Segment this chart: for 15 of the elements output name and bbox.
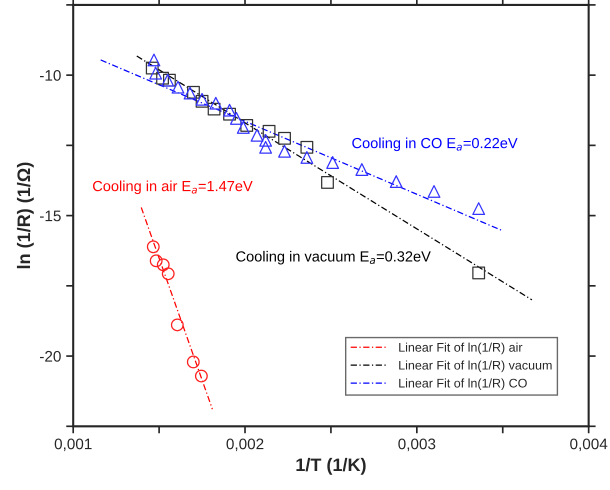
y-axis-title: ln (1/R) (1/Ω) xyxy=(16,162,34,268)
y-tick-label: -10 xyxy=(40,70,61,81)
x-axis-title: 1/T (1/K) xyxy=(296,458,366,475)
y-tick-label: -15 xyxy=(40,210,61,222)
x-tick-label: 0,003 xyxy=(398,438,436,452)
y-tick-label: -20 xyxy=(40,350,61,362)
x-tick-label: 0,004 xyxy=(570,438,608,452)
annotation: Cooling in vacuum E$_{a}$=0.32eV xyxy=(236,250,431,264)
legend-label: Linear Fit of ln(1/R) air xyxy=(399,342,522,354)
legend-label: Linear Fit of ln(1/R) vacuum xyxy=(399,360,552,372)
annotation: Cooling in CO E$_{a}$=0.22eV xyxy=(352,138,518,152)
x-tick-label: 0,002 xyxy=(226,438,264,452)
annotation: Cooling in air E$_{a}$=1.47eV xyxy=(93,180,253,194)
x-tick-label: 0,001 xyxy=(54,438,92,452)
legend-label: Linear Fit of ln(1/R) CO xyxy=(399,378,527,390)
